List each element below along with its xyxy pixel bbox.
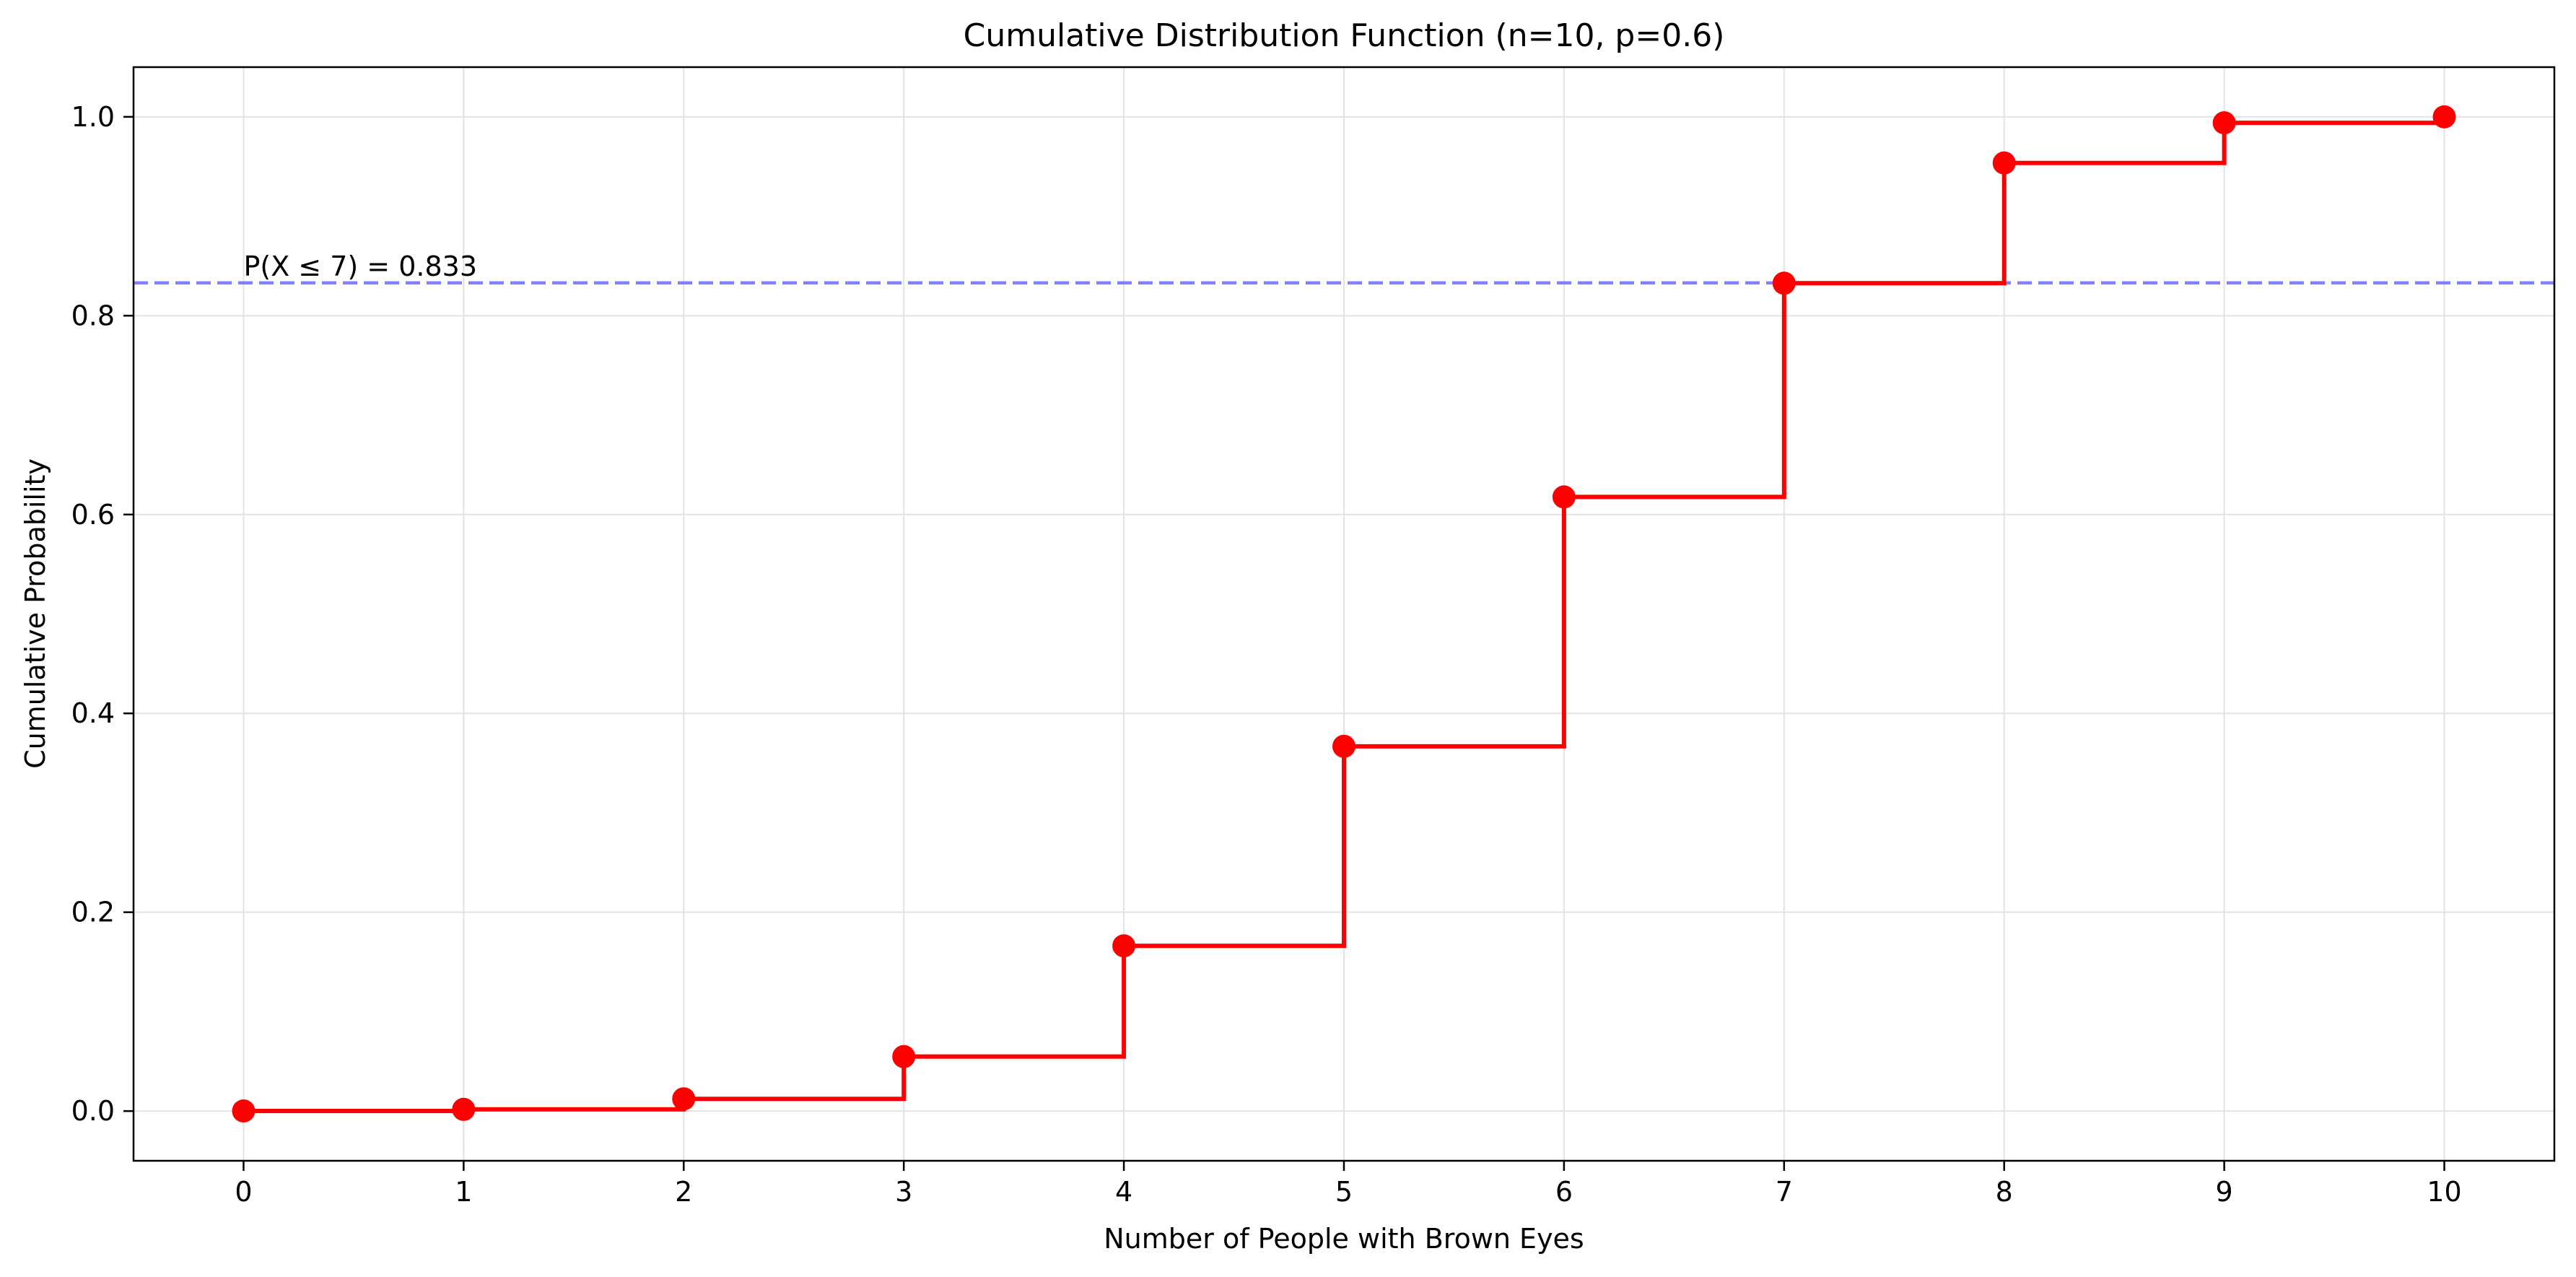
y-tick-label: 0.6 <box>71 499 115 531</box>
cdf-point <box>1992 151 2016 175</box>
y-tick-label: 0.4 <box>71 697 115 729</box>
y-tick-label: 0.2 <box>71 897 115 928</box>
cdf-point <box>1332 734 1355 758</box>
cdf-point <box>1112 934 1136 958</box>
x-axis-label: Number of People with Brown Eyes <box>1104 1223 1584 1255</box>
series-layer <box>232 105 2456 1123</box>
axis-layer: 0 1 2 3 4 5 6 7 8 9 10 0.0 0.2 0.4 0.6 0.8 1.0 <box>71 101 2462 1208</box>
x-tick-label: 3 <box>895 1176 912 1208</box>
y-tick-label: 1.0 <box>71 101 115 133</box>
x-tick-label: 1 <box>455 1176 472 1208</box>
x-tick-label: 7 <box>1776 1176 1793 1208</box>
x-tick-label: 10 <box>2427 1176 2461 1208</box>
reference-layer: P(X ≤ 7) = 0.833 <box>134 250 2554 285</box>
cdf-point <box>452 1097 476 1121</box>
cdf-point <box>2432 105 2456 128</box>
y-tick-label: 0.8 <box>71 300 115 331</box>
cdf-point <box>1552 485 1576 509</box>
x-tick-label: 4 <box>1115 1176 1132 1208</box>
x-tick-label: 8 <box>1996 1176 2013 1208</box>
chart-title: Cumulative Distribution Function (n=10, … <box>964 17 1725 54</box>
x-tick-label: 6 <box>1555 1176 1573 1208</box>
x-tick-label: 2 <box>675 1176 692 1208</box>
cdf-point <box>232 1099 256 1123</box>
reference-label: P(X ≤ 7) = 0.833 <box>243 250 477 282</box>
x-tick-label: 5 <box>1335 1176 1353 1208</box>
cdf-point <box>672 1087 696 1111</box>
cdf-point <box>2212 111 2236 135</box>
y-tick-label: 0.0 <box>71 1095 115 1127</box>
x-tick-label: 0 <box>235 1176 252 1208</box>
y-axis-label: Cumulative Probability <box>19 458 51 769</box>
cdf-point <box>1772 271 1796 295</box>
cdf-point <box>892 1045 916 1068</box>
x-tick-label: 9 <box>2216 1176 2233 1208</box>
